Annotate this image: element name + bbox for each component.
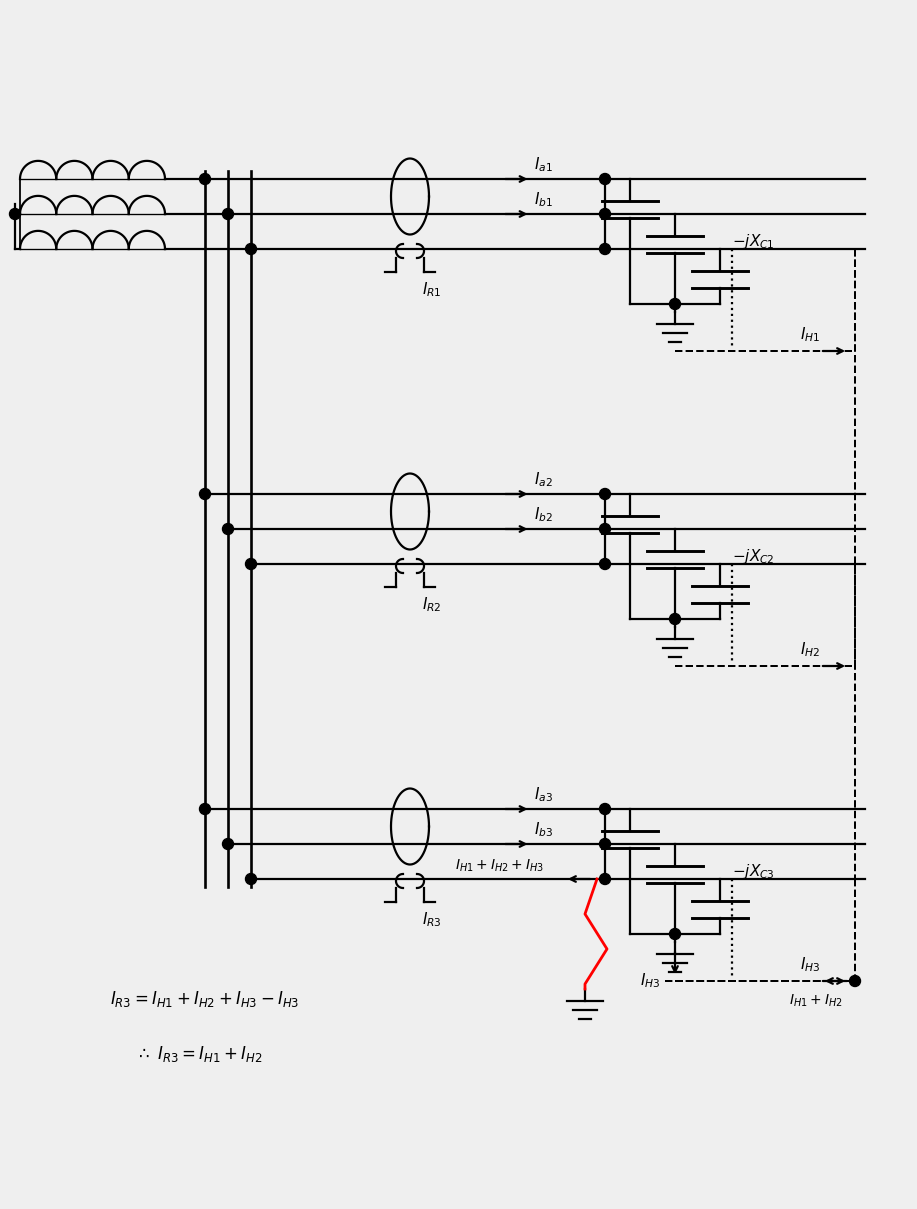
Text: $I_{b3}$: $I_{b3}$	[535, 820, 554, 839]
Circle shape	[246, 559, 257, 569]
Circle shape	[600, 243, 611, 255]
Circle shape	[600, 839, 611, 850]
Text: $-jX_{C1}$: $-jX_{C1}$	[732, 232, 775, 251]
Circle shape	[223, 523, 234, 534]
Text: $I_{b2}$: $I_{b2}$	[535, 505, 554, 523]
Circle shape	[600, 208, 611, 220]
Text: $I_{H1}+I_{H2}$: $I_{H1}+I_{H2}$	[790, 993, 843, 1010]
Text: $I_{H3}$: $I_{H3}$	[800, 955, 821, 974]
Text: $I_{H2}$: $I_{H2}$	[800, 641, 820, 659]
Circle shape	[669, 929, 680, 939]
Circle shape	[200, 804, 211, 815]
Text: $I_{R3}$: $I_{R3}$	[422, 910, 442, 929]
Text: $\therefore\ I_{R3}= I_{H1} + I_{H2}$: $\therefore\ I_{R3}= I_{H1} + I_{H2}$	[135, 1045, 262, 1064]
Circle shape	[849, 976, 860, 987]
Circle shape	[600, 559, 611, 569]
Circle shape	[223, 208, 234, 220]
Text: $I_{H3}$: $I_{H3}$	[639, 971, 660, 990]
Circle shape	[600, 174, 611, 185]
Text: $I_{a3}$: $I_{a3}$	[535, 786, 554, 804]
Circle shape	[200, 488, 211, 499]
Text: $I_{a2}$: $I_{a2}$	[535, 470, 553, 488]
Circle shape	[600, 523, 611, 534]
Text: $I_{H1}+I_{H2}+I_{H3}$: $I_{H1}+I_{H2}+I_{H3}$	[455, 857, 544, 874]
Text: $I_{R2}$: $I_{R2}$	[422, 595, 442, 614]
Circle shape	[246, 873, 257, 885]
Circle shape	[200, 174, 211, 185]
Circle shape	[600, 488, 611, 499]
Text: $-jX_{C2}$: $-jX_{C2}$	[732, 546, 775, 566]
Circle shape	[9, 208, 20, 220]
Circle shape	[246, 243, 257, 255]
Text: $I_{R1}$: $I_{R1}$	[422, 280, 442, 299]
Circle shape	[223, 839, 234, 850]
Text: $I_{b1}$: $I_{b1}$	[535, 190, 554, 209]
Text: $I_{a1}$: $I_{a1}$	[535, 155, 553, 174]
Text: $I_{H1}$: $I_{H1}$	[800, 325, 820, 345]
Circle shape	[600, 804, 611, 815]
Circle shape	[669, 299, 680, 310]
Circle shape	[600, 873, 611, 885]
Text: $I_{R3}= I_{H1} + I_{H2}+ I_{H3} -I_{H3}$: $I_{R3}= I_{H1} + I_{H2}+ I_{H3} -I_{H3}…	[110, 989, 299, 1010]
Text: $-jX_{C3}$: $-jX_{C3}$	[732, 862, 775, 881]
Circle shape	[669, 613, 680, 625]
